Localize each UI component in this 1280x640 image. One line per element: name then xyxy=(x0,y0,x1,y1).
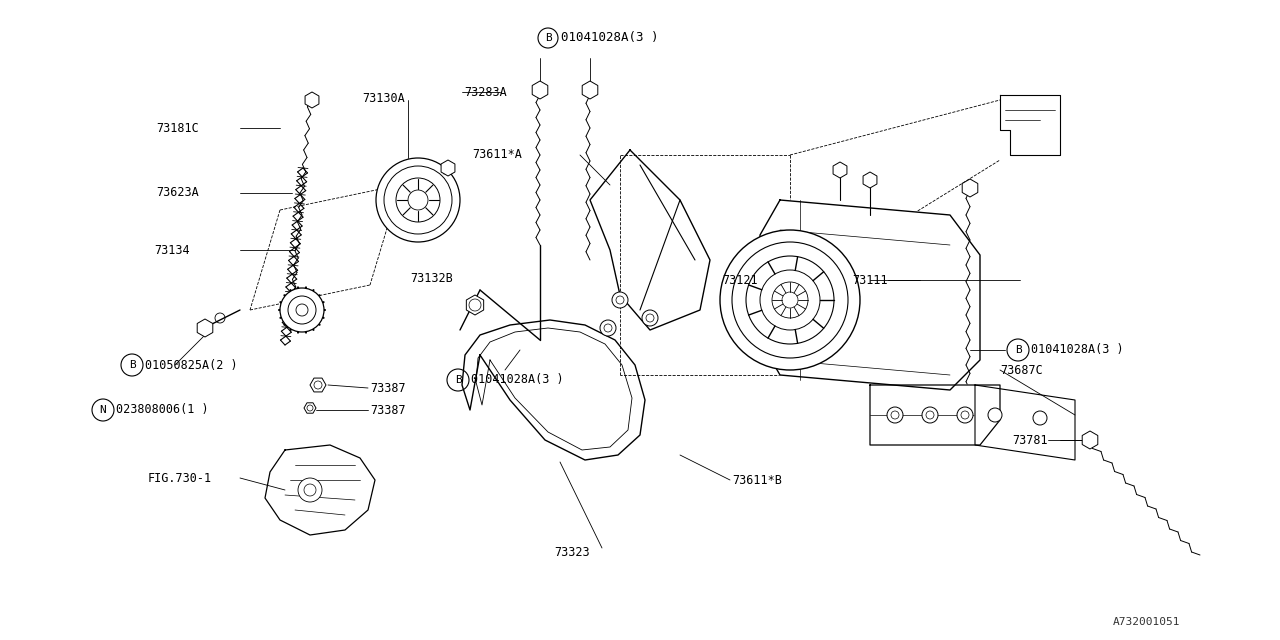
Text: N: N xyxy=(100,405,106,415)
Text: 01041028A(3 ): 01041028A(3 ) xyxy=(471,374,563,387)
Polygon shape xyxy=(265,445,375,535)
Circle shape xyxy=(957,407,973,423)
Circle shape xyxy=(922,407,938,423)
Circle shape xyxy=(887,407,902,423)
Text: 73611*A: 73611*A xyxy=(472,148,522,161)
Text: 73283A: 73283A xyxy=(465,86,507,99)
Text: 73111: 73111 xyxy=(852,273,887,287)
Text: B: B xyxy=(1015,345,1021,355)
Polygon shape xyxy=(833,162,847,178)
Polygon shape xyxy=(870,385,1000,445)
Circle shape xyxy=(612,292,628,308)
Polygon shape xyxy=(305,92,319,108)
Text: 73623A: 73623A xyxy=(156,186,198,200)
Text: B: B xyxy=(128,360,136,370)
Circle shape xyxy=(643,310,658,326)
Circle shape xyxy=(376,158,460,242)
Text: 73387: 73387 xyxy=(370,403,406,417)
Text: B: B xyxy=(544,33,552,43)
Polygon shape xyxy=(442,160,454,176)
Text: FIG.730-1: FIG.730-1 xyxy=(148,472,212,484)
Circle shape xyxy=(298,478,323,502)
Text: 73181C: 73181C xyxy=(156,122,198,134)
Circle shape xyxy=(280,288,324,332)
Text: B: B xyxy=(454,375,461,385)
Polygon shape xyxy=(466,295,484,315)
Text: 73134: 73134 xyxy=(154,243,189,257)
Text: 73611*B: 73611*B xyxy=(732,474,782,486)
Circle shape xyxy=(1033,411,1047,425)
Text: A732001051: A732001051 xyxy=(1112,617,1180,627)
Text: 01041028A(3 ): 01041028A(3 ) xyxy=(561,31,658,45)
Polygon shape xyxy=(310,378,326,392)
Polygon shape xyxy=(532,81,548,99)
Polygon shape xyxy=(963,179,978,197)
Text: 73781: 73781 xyxy=(1012,433,1047,447)
Text: 73132B: 73132B xyxy=(410,271,453,285)
Polygon shape xyxy=(1082,431,1098,449)
Text: 023808006(1 ): 023808006(1 ) xyxy=(116,403,209,417)
Text: 73323: 73323 xyxy=(554,545,590,559)
Polygon shape xyxy=(975,385,1075,460)
Polygon shape xyxy=(760,200,980,390)
Text: 01050825A(2 ): 01050825A(2 ) xyxy=(145,358,238,371)
Polygon shape xyxy=(197,319,212,337)
Text: 73121: 73121 xyxy=(722,273,758,287)
Text: 73687C: 73687C xyxy=(1000,364,1043,376)
Polygon shape xyxy=(582,81,598,99)
Text: 73387: 73387 xyxy=(370,381,406,394)
Polygon shape xyxy=(863,172,877,188)
Text: 01041028A(3 ): 01041028A(3 ) xyxy=(1030,344,1124,356)
Text: 73130A: 73130A xyxy=(362,92,404,104)
Circle shape xyxy=(719,230,860,370)
Circle shape xyxy=(600,320,616,336)
Polygon shape xyxy=(1000,95,1060,155)
Polygon shape xyxy=(305,403,316,413)
Circle shape xyxy=(988,408,1002,422)
